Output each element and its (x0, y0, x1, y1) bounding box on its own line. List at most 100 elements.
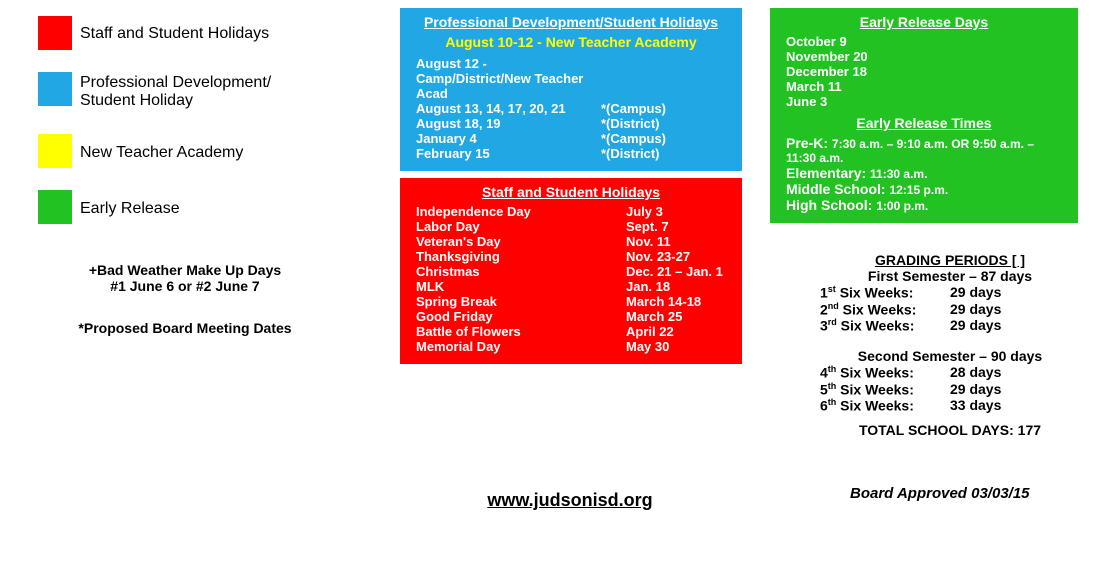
holiday-row: Good FridayMarch 25 (416, 309, 726, 324)
early-release-box: Early Release Days October 9November 20D… (770, 8, 1078, 223)
grading-first-semester-label: First Semester – 87 days (820, 268, 1080, 284)
holiday-date: Sept. 7 (626, 219, 726, 234)
holiday-row: Memorial DayMay 30 (416, 339, 726, 354)
early-release-day: June 3 (786, 94, 1062, 109)
legend-swatch-yellow (38, 134, 72, 168)
prof-dev-row: August 12 - Camp/District/New Teacher Ac… (416, 56, 726, 101)
holiday-row: ChristmasDec. 21 – Jan. 1 (416, 264, 726, 279)
grading-period-days: 28 days (950, 364, 1080, 381)
early-release-time-row: Elementary: 11:30 a.m. (786, 165, 1062, 181)
grading-period-days: 29 days (950, 284, 1080, 301)
holiday-date: Jan. 18 (626, 279, 726, 294)
prof-dev-row: February 15*(District) (416, 146, 726, 161)
early-release-times-list: Pre-K: 7:30 a.m. – 9:10 a.m. OR 9:50 a.m… (786, 135, 1062, 213)
prof-dev-row-type: *(District) (601, 146, 726, 161)
board-approved-text: Board Approved 03/03/15 (850, 485, 1030, 502)
early-release-time-value: 12:15 p.m. (889, 183, 948, 197)
holiday-name: Thanksgiving (416, 249, 626, 264)
holiday-name: MLK (416, 279, 626, 294)
holiday-date: April 22 (626, 324, 726, 339)
early-release-days-list: October 9November 20December 18March 11J… (786, 34, 1062, 109)
legend-label-early-release: Early Release (80, 200, 180, 218)
grading-periods: GRADING PERIODS [ ] First Semester – 87 … (820, 252, 1080, 438)
holiday-name: Battle of Flowers (416, 324, 626, 339)
prof-dev-rows: August 12 - Camp/District/New Teacher Ac… (416, 56, 726, 161)
grading-period-label: 3rd Six Weeks: (820, 317, 950, 334)
bad-weather-note-line2: #1 June 6 or #2 June 7 (55, 278, 315, 294)
prof-dev-row-type: *(District) (601, 116, 726, 131)
holidays-title: Staff and Student Holidays (416, 184, 726, 200)
grading-title: GRADING PERIODS [ ] (820, 252, 1080, 268)
holiday-row: Independence DayJuly 3 (416, 204, 726, 219)
early-release-time-row: High School: 1:00 p.m. (786, 197, 1062, 213)
holiday-name: Veteran's Day (416, 234, 626, 249)
holiday-row: ThanksgivingNov. 23-27 (416, 249, 726, 264)
holiday-row: Veteran's DayNov. 11 (416, 234, 726, 249)
early-release-time-value: 11:30 a.m. (870, 167, 927, 181)
holiday-row: Battle of FlowersApril 22 (416, 324, 726, 339)
grading-row: 4th Six Weeks:28 days (820, 364, 1080, 381)
holiday-date: July 3 (626, 204, 726, 219)
proposed-board-note: *Proposed Board Meeting Dates (55, 320, 315, 336)
holiday-date: Nov. 11 (626, 234, 726, 249)
prof-dev-row-date: August 13, 14, 17, 20, 21 (416, 101, 601, 116)
legend-swatch-blue (38, 72, 72, 106)
early-release-times-title: Early Release Times (786, 115, 1062, 131)
holidays-box: Staff and Student Holidays Independence … (400, 178, 742, 364)
grading-row: 1st Six Weeks:29 days (820, 284, 1080, 301)
proposed-board-note-line: *Proposed Board Meeting Dates (55, 320, 315, 336)
bad-weather-note-line1: +Bad Weather Make Up Days (55, 262, 315, 278)
legend-label-prof-dev: Professional Development/Student Holiday (80, 74, 271, 110)
holiday-date: Dec. 21 – Jan. 1 (626, 264, 726, 279)
grading-total: TOTAL SCHOOL DAYS: 177 (820, 422, 1080, 438)
grading-period-label: 1st Six Weeks: (820, 284, 950, 301)
early-release-day: October 9 (786, 34, 1062, 49)
holiday-date: March 25 (626, 309, 726, 324)
district-url[interactable]: www.judsonisd.org (420, 490, 720, 511)
prof-dev-row-date: February 15 (416, 146, 601, 161)
grading-row: 5th Six Weeks:29 days (820, 381, 1080, 398)
grading-period-label: 5th Six Weeks: (820, 381, 950, 398)
holiday-name: Labor Day (416, 219, 626, 234)
grading-period-label: 2nd Six Weeks: (820, 301, 950, 318)
prof-dev-row: January 4*(Campus) (416, 131, 726, 146)
prof-dev-row-date: August 18, 19 (416, 116, 601, 131)
early-release-time-label: High School: (786, 197, 876, 213)
grading-second-semester-label: Second Semester – 90 days (820, 348, 1080, 364)
early-release-time-label: Elementary: (786, 165, 870, 181)
early-release-time-row: Pre-K: 7:30 a.m. – 9:10 a.m. OR 9:50 a.m… (786, 135, 1062, 165)
holiday-row: Labor DaySept. 7 (416, 219, 726, 234)
holiday-row: MLKJan. 18 (416, 279, 726, 294)
early-release-days-title: Early Release Days (786, 14, 1062, 30)
holiday-name: Spring Break (416, 294, 626, 309)
early-release-day: November 20 (786, 49, 1062, 64)
holiday-name: Memorial Day (416, 339, 626, 354)
grading-row: 6th Six Weeks:33 days (820, 397, 1080, 414)
prof-dev-row: August 18, 19*(District) (416, 116, 726, 131)
holiday-row: Spring BreakMarch 14-18 (416, 294, 726, 309)
bad-weather-note: +Bad Weather Make Up Days #1 June 6 or #… (55, 262, 315, 294)
early-release-time-value: 1:00 p.m. (876, 199, 928, 213)
calendar-legend-page: Staff and Student Holidays Professional … (0, 0, 1096, 562)
holiday-name: Good Friday (416, 309, 626, 324)
holidays-rows: Independence DayJuly 3Labor DaySept. 7Ve… (416, 204, 726, 354)
holiday-name: Independence Day (416, 204, 626, 219)
grading-second-rows: 4th Six Weeks:28 days5th Six Weeks:29 da… (820, 364, 1080, 414)
grading-first-rows: 1st Six Weeks:29 days2nd Six Weeks:29 da… (820, 284, 1080, 334)
prof-dev-box: Professional Development/Student Holiday… (400, 8, 742, 171)
grading-row: 3rd Six Weeks:29 days (820, 317, 1080, 334)
grading-period-days: 29 days (950, 381, 1080, 398)
prof-dev-row: August 13, 14, 17, 20, 21*(Campus) (416, 101, 726, 116)
early-release-time-row: Middle School: 12:15 p.m. (786, 181, 1062, 197)
legend-swatch-green (38, 190, 72, 224)
grading-period-label: 4th Six Weeks: (820, 364, 950, 381)
grading-period-label: 6th Six Weeks: (820, 397, 950, 414)
early-release-time-label: Pre-K: (786, 135, 832, 151)
prof-dev-row-type (601, 56, 726, 101)
grading-period-days: 29 days (950, 317, 1080, 334)
grading-period-days: 29 days (950, 301, 1080, 318)
grading-row: 2nd Six Weeks:29 days (820, 301, 1080, 318)
prof-dev-row-type: *(Campus) (601, 131, 726, 146)
grading-period-days: 33 days (950, 397, 1080, 414)
prof-dev-row-date: January 4 (416, 131, 601, 146)
